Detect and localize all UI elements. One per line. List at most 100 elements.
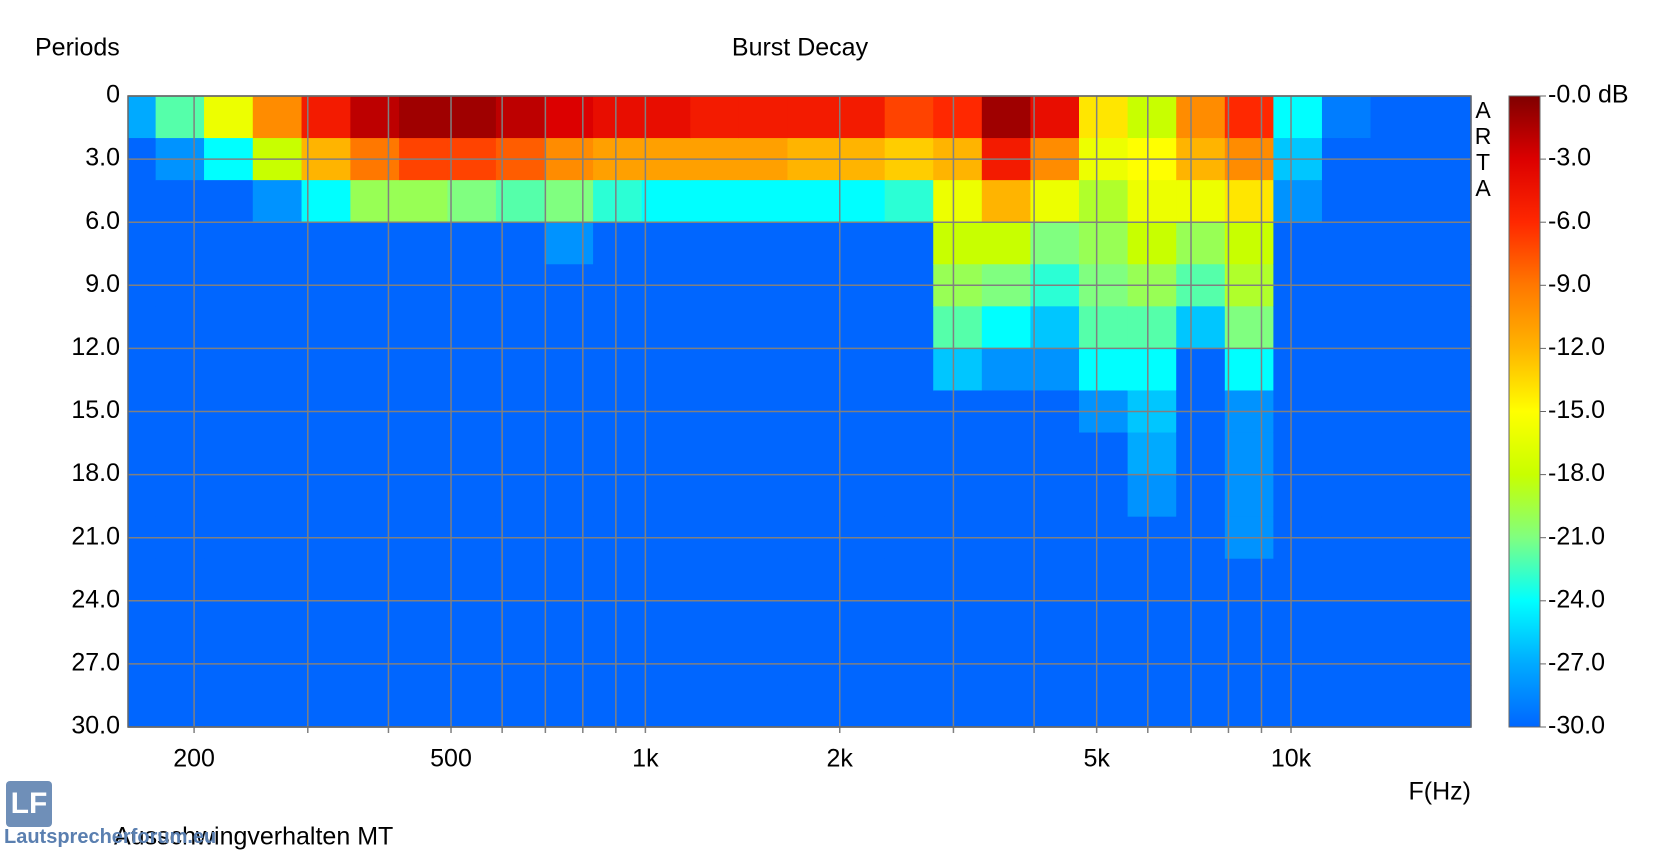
- heat-cell: [447, 474, 497, 518]
- heat-cell: [1176, 306, 1226, 349]
- heat-cell: [933, 96, 983, 139]
- heat-cell: [1176, 600, 1226, 644]
- heat-cell: [1176, 432, 1226, 476]
- heat-cell: [738, 600, 789, 644]
- heat-cell: [155, 432, 205, 476]
- y-tick-label: 12.0: [71, 333, 120, 361]
- heat-cell: [641, 180, 691, 223]
- colorbar-tick-label: -21.0: [1548, 522, 1605, 550]
- heat-cell: [836, 306, 886, 349]
- heat-cell: [933, 306, 983, 349]
- heat-cell: [641, 474, 691, 518]
- heat-cell: [495, 558, 546, 602]
- heat-cell: [933, 474, 983, 518]
- heat-cell: [1419, 684, 1472, 728]
- heat-cell: [495, 474, 546, 518]
- heat-cell: [204, 432, 254, 476]
- heat-cell: [641, 600, 691, 644]
- heat-cell: [447, 684, 497, 728]
- heat-cell: [1224, 306, 1274, 349]
- heat-cell: [933, 222, 983, 265]
- heat-cell: [1030, 306, 1080, 349]
- heat-cell: [399, 306, 449, 349]
- heat-cell: [1079, 684, 1129, 728]
- heat-cell: [593, 600, 643, 644]
- heat-cell: [155, 684, 205, 728]
- heat-cell: [1030, 600, 1080, 644]
- heat-cell: [301, 222, 351, 265]
- heat-cell: [1176, 222, 1226, 265]
- heat-cell: [1127, 306, 1177, 349]
- heat-cell: [884, 474, 934, 518]
- heat-cell: [981, 600, 1032, 644]
- heat-cell: [1370, 180, 1420, 223]
- heat-cell: [1079, 474, 1129, 518]
- heat-cell: [128, 432, 157, 476]
- heat-cell: [447, 96, 497, 139]
- heat-cell: [544, 558, 594, 602]
- colorbar-tick-label: -24.0: [1548, 585, 1605, 613]
- heat-cell: [350, 306, 400, 349]
- heat-cell: [495, 306, 546, 349]
- heat-cell: [1419, 96, 1472, 139]
- heat-cell: [933, 684, 983, 728]
- colorbar-tick-label: -27.0: [1548, 649, 1605, 677]
- x-tick-label: 1k: [632, 745, 659, 773]
- heat-cell: [1224, 222, 1274, 265]
- heat-cell: [1370, 432, 1420, 476]
- colorbar-tick-label: -15.0: [1548, 396, 1605, 424]
- heat-cell: [1127, 222, 1177, 265]
- heat-cell: [1273, 306, 1323, 349]
- heat-cell: [884, 600, 934, 644]
- heat-cell: [836, 222, 886, 265]
- heat-cell: [252, 96, 303, 139]
- heat-cell: [1224, 180, 1274, 223]
- heat-cell: [884, 180, 934, 223]
- heat-cell: [544, 684, 594, 728]
- heat-cell: [981, 474, 1032, 518]
- colorbar-tick-label: -30.0: [1548, 712, 1605, 740]
- chart-title: Burst Decay: [732, 34, 869, 62]
- watermark: ARTA: [1474, 97, 1492, 201]
- heat-cell: [690, 684, 740, 728]
- y-tick-label: 27.0: [71, 649, 120, 677]
- x-axis-label: F(Hz): [1409, 778, 1471, 806]
- heat-cell: [1370, 474, 1420, 518]
- heat-cell: [1370, 348, 1420, 392]
- heat-cell: [1273, 432, 1323, 476]
- heat-cell: [1321, 558, 1372, 602]
- heat-cell: [641, 222, 691, 265]
- heat-cell: [128, 348, 157, 392]
- heat-cell: [738, 558, 789, 602]
- heat-cell: [690, 348, 740, 392]
- heat-cell: [933, 600, 983, 644]
- heat-cell: [884, 348, 934, 392]
- heat-cell: [1419, 348, 1472, 392]
- heat-cell: [495, 222, 546, 265]
- heat-cell: [447, 222, 497, 265]
- heat-cell: [1127, 96, 1177, 139]
- heat-cell: [350, 600, 400, 644]
- heat-cell: [447, 180, 497, 223]
- heat-cell: [252, 432, 303, 476]
- heat-cell: [1030, 96, 1080, 139]
- heat-cell: [155, 348, 205, 392]
- heat-cell: [301, 180, 351, 223]
- heat-cell: [544, 432, 594, 476]
- heat-cell: [399, 96, 449, 139]
- heat-cell: [128, 96, 157, 139]
- heat-cell: [1273, 558, 1323, 602]
- heat-cell: [1321, 348, 1372, 392]
- heat-cell: [447, 600, 497, 644]
- heat-cell: [738, 684, 789, 728]
- heat-cell: [1176, 348, 1226, 392]
- heat-cell: [884, 96, 934, 139]
- heat-cell: [690, 600, 740, 644]
- heat-cell: [1224, 558, 1274, 602]
- heat-cell: [1127, 474, 1177, 518]
- heat-cell: [981, 180, 1032, 223]
- heat-cell: [1370, 600, 1420, 644]
- heat-cell: [981, 222, 1032, 265]
- y-tick-label: 18.0: [71, 459, 120, 487]
